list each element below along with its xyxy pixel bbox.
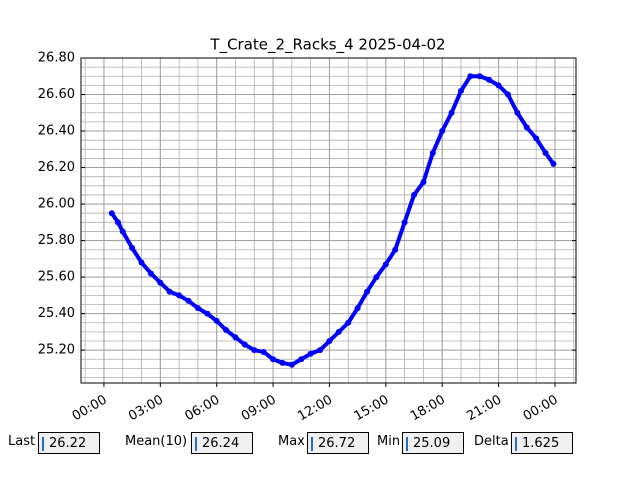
y-tick-label: 26.00 xyxy=(38,197,75,212)
data-point xyxy=(373,274,380,281)
y-tick-label: 26.80 xyxy=(38,51,75,66)
y-tick-label: 25.40 xyxy=(38,306,75,321)
x-tick-label: 09:00 xyxy=(239,393,279,425)
data-point xyxy=(364,288,371,295)
data-point xyxy=(270,356,277,363)
data-point xyxy=(429,149,436,156)
data-point xyxy=(439,128,446,135)
data-point xyxy=(129,244,136,251)
series-line xyxy=(110,74,556,367)
data-point xyxy=(457,87,464,94)
data-point xyxy=(185,297,192,304)
data-point xyxy=(504,91,511,98)
data-point xyxy=(401,219,408,226)
data-point xyxy=(194,305,201,312)
y-tick-label: 25.20 xyxy=(38,343,75,358)
data-point xyxy=(115,219,122,226)
data-point xyxy=(486,76,493,83)
stat-label: Delta xyxy=(474,434,509,449)
data-point xyxy=(260,348,267,355)
data-point xyxy=(232,334,239,341)
x-tick-label: 06:00 xyxy=(182,393,222,425)
stat-label: Max xyxy=(278,434,305,449)
data-point xyxy=(476,73,483,80)
data-point xyxy=(514,109,521,116)
data-point xyxy=(542,149,549,156)
data-point xyxy=(335,328,342,335)
chart: T_Crate_2_Racks_4 2025-04-02 25.20 25.40 2… xyxy=(38,36,577,425)
y-tick-label: 26.20 xyxy=(38,160,75,175)
data-point xyxy=(317,347,324,354)
stat-value: 26.22 xyxy=(38,432,100,454)
stat-value: 26.24 xyxy=(191,432,253,454)
data-point xyxy=(204,310,211,317)
data-point xyxy=(157,279,164,286)
y-tick-label: 25.60 xyxy=(38,270,75,285)
data-point xyxy=(223,327,230,334)
data-point xyxy=(279,359,286,366)
data-point xyxy=(326,338,333,345)
x-tick-label: 21:00 xyxy=(464,393,504,425)
stat-label: Min xyxy=(377,434,401,449)
stat-label: Last xyxy=(8,434,36,449)
x-tick-label: 00:00 xyxy=(521,393,561,425)
x-tick-label: 18:00 xyxy=(408,393,448,425)
chart-title: T_Crate_2_Racks_4 2025-04-02 xyxy=(209,36,445,55)
data-point xyxy=(495,82,502,89)
data-point xyxy=(119,228,126,235)
data-point xyxy=(411,191,418,198)
data-point xyxy=(467,73,474,80)
data-point xyxy=(523,124,530,131)
x-tick-label: 00:00 xyxy=(70,393,110,425)
y-tick-label: 25.80 xyxy=(38,233,75,248)
data-point xyxy=(251,347,258,354)
y-tick-label: 26.60 xyxy=(38,87,75,102)
stat-value: 26.72 xyxy=(307,432,369,454)
x-tick-label: 03:00 xyxy=(126,393,166,425)
data-point xyxy=(392,246,399,253)
data-point xyxy=(382,261,389,268)
x-tick-label: 12:00 xyxy=(295,393,335,425)
data-point xyxy=(298,356,305,363)
data-point xyxy=(448,109,455,116)
data-point xyxy=(354,305,361,312)
x-tick-label: 15:00 xyxy=(352,393,392,425)
data-point xyxy=(176,292,183,299)
data-point xyxy=(166,288,173,295)
data-point xyxy=(550,160,557,167)
data-point xyxy=(213,317,220,324)
data-point xyxy=(345,319,352,326)
data-point xyxy=(138,259,145,266)
plot-frame xyxy=(80,57,577,384)
data-point xyxy=(147,270,154,277)
y-tick-label: 26.40 xyxy=(38,124,75,139)
data-point xyxy=(241,341,248,348)
data-point xyxy=(420,179,427,186)
data-point xyxy=(533,135,540,142)
data-point xyxy=(288,361,295,368)
data-point xyxy=(307,350,314,357)
stat-label: Mean(10) xyxy=(125,434,188,449)
data-point xyxy=(108,210,115,217)
stat-value: 25.09 xyxy=(402,432,464,454)
stat-value: 1.625 xyxy=(511,432,573,454)
